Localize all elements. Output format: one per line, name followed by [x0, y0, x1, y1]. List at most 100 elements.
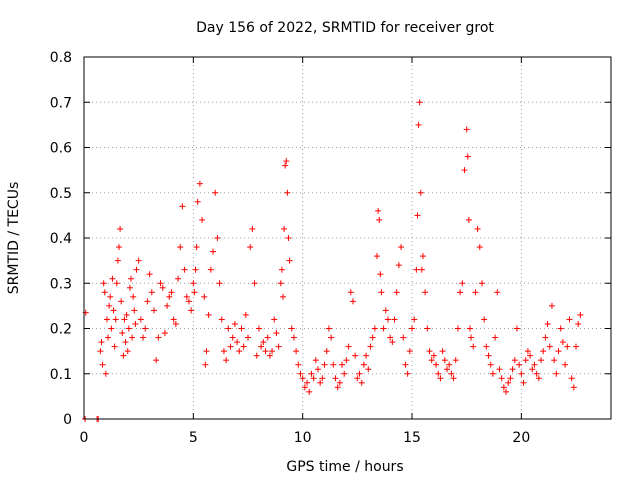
data-point: [459, 280, 466, 287]
data-point: [299, 375, 306, 382]
data-point: [437, 375, 444, 382]
data-point: [106, 302, 113, 309]
data-point: [157, 280, 164, 287]
data-point: [100, 280, 107, 287]
data-point: [199, 216, 206, 223]
data-point: [159, 284, 166, 291]
data-point: [306, 388, 313, 395]
data-point: [500, 384, 507, 391]
data-point: [533, 370, 540, 377]
data-point: [103, 316, 110, 323]
y-tick-label: 0.1: [50, 367, 72, 383]
data-point: [476, 244, 483, 251]
data-point: [279, 293, 286, 300]
data-point: [164, 302, 171, 309]
data-point: [196, 180, 203, 187]
data-point: [395, 262, 402, 269]
data-point: [478, 280, 485, 287]
data-point: [225, 325, 232, 332]
data-point: [494, 289, 501, 296]
data-point: [247, 244, 254, 251]
data-point: [441, 357, 448, 364]
data-point: [101, 289, 108, 296]
data-point: [465, 216, 472, 223]
data-point: [231, 320, 238, 327]
data-point: [297, 370, 304, 377]
data-point: [115, 244, 122, 251]
data-point: [166, 293, 173, 300]
data-point: [283, 158, 290, 165]
data-point: [203, 348, 210, 355]
data-point: [146, 271, 153, 278]
data-point: [538, 357, 545, 364]
data-point: [347, 289, 354, 296]
data-point: [312, 357, 319, 364]
data-point: [193, 244, 200, 251]
data-point: [328, 334, 335, 341]
data-point: [290, 334, 297, 341]
data-point: [191, 289, 198, 296]
data-point: [343, 357, 350, 364]
y-tick-label: 0.2: [50, 322, 72, 338]
data-point: [418, 266, 425, 273]
data-point: [110, 307, 117, 314]
data-point: [474, 225, 481, 232]
data-point: [284, 189, 291, 196]
data-point: [398, 244, 405, 251]
data-point: [255, 325, 262, 332]
x-tick-label: 15: [403, 430, 421, 446]
data-point: [573, 343, 580, 350]
data-point: [175, 275, 182, 282]
data-point: [124, 348, 131, 355]
data-point: [177, 244, 184, 251]
y-tick-label: 0.3: [50, 276, 72, 292]
data-point: [216, 280, 223, 287]
data-point: [120, 352, 127, 359]
data-point: [135, 257, 142, 264]
y-tick-label: 0.7: [50, 95, 72, 111]
data-point: [161, 330, 168, 337]
data-point: [413, 266, 420, 273]
data-point: [485, 352, 492, 359]
data-point: [535, 375, 542, 382]
data-point: [406, 348, 413, 355]
data-point: [253, 352, 260, 359]
data-point: [363, 352, 370, 359]
data-point: [111, 343, 118, 350]
data-point: [487, 361, 494, 368]
data-point: [450, 375, 457, 382]
data-point: [114, 257, 121, 264]
data-point: [411, 316, 418, 323]
data-point: [439, 348, 446, 355]
data-point: [564, 343, 571, 350]
data-point: [354, 375, 361, 382]
grid-lines: [84, 57, 611, 419]
data-point: [249, 225, 256, 232]
data-point: [542, 334, 549, 341]
data-point: [131, 307, 138, 314]
y-axis-label: SRMTID / TECUs: [6, 182, 22, 295]
data-point: [446, 361, 453, 368]
data-point: [376, 216, 383, 223]
data-point: [245, 334, 252, 341]
data-point: [424, 325, 431, 332]
y-tick-label: 0.6: [50, 141, 72, 157]
data-point: [129, 334, 136, 341]
data-point: [260, 339, 267, 346]
data-point: [527, 352, 534, 359]
data-point: [286, 257, 293, 264]
data-point: [314, 366, 321, 373]
data-point: [295, 361, 302, 368]
data-point: [125, 325, 132, 332]
data-point: [269, 348, 276, 355]
data-point: [358, 379, 365, 386]
data-point: [546, 343, 553, 350]
data-point: [553, 370, 560, 377]
data-point: [360, 361, 367, 368]
data-point: [266, 352, 273, 359]
data-point: [262, 348, 269, 355]
data-point: [365, 366, 372, 373]
data-point: [518, 370, 525, 377]
x-tick-label: 20: [512, 430, 530, 446]
